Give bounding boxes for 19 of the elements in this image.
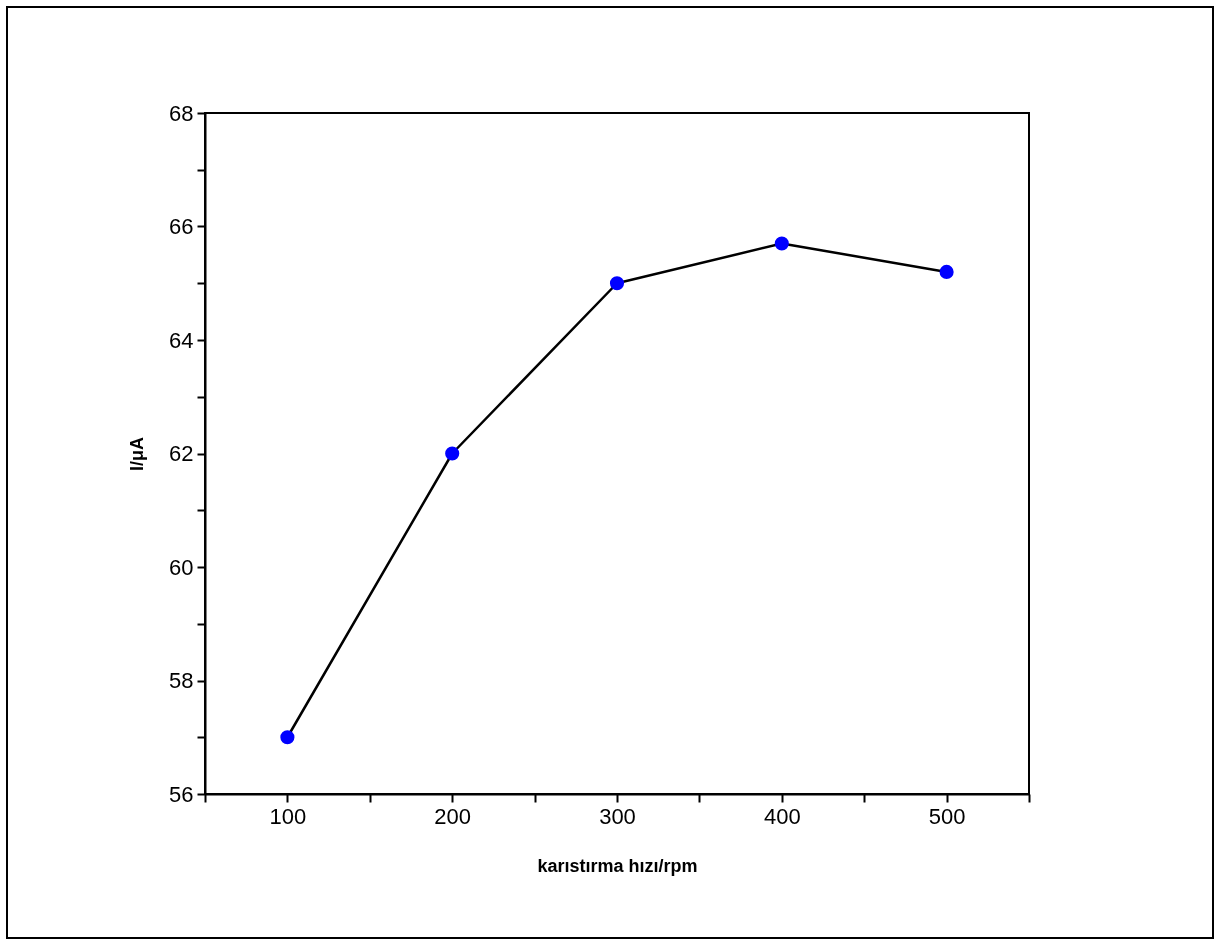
point bbox=[280, 730, 295, 745]
point bbox=[609, 276, 625, 291]
x-tick-label: 100 bbox=[269, 803, 307, 829]
y-tick-label: 58 bbox=[169, 668, 194, 693]
x-axis-title: karıstırma hızı/rpm bbox=[537, 855, 698, 876]
x-tick-label: 500 bbox=[928, 803, 966, 829]
point bbox=[445, 446, 460, 461]
y-axis-title: I/μA bbox=[127, 436, 148, 472]
y-tick-label: 68 bbox=[169, 100, 194, 126]
x-tick-label: 400 bbox=[763, 803, 801, 829]
y-tick-label: 62 bbox=[169, 441, 194, 466]
y-tick-label: 60 bbox=[169, 554, 194, 580]
y-tick-label: 56 bbox=[169, 781, 194, 807]
point bbox=[939, 264, 954, 279]
y-tick-label: 64 bbox=[169, 327, 194, 353]
x-tick-label: 300 bbox=[599, 803, 636, 829]
y-tick-label: 66 bbox=[169, 214, 194, 239]
x-tick-label: 200 bbox=[434, 803, 472, 829]
point bbox=[774, 236, 789, 251]
